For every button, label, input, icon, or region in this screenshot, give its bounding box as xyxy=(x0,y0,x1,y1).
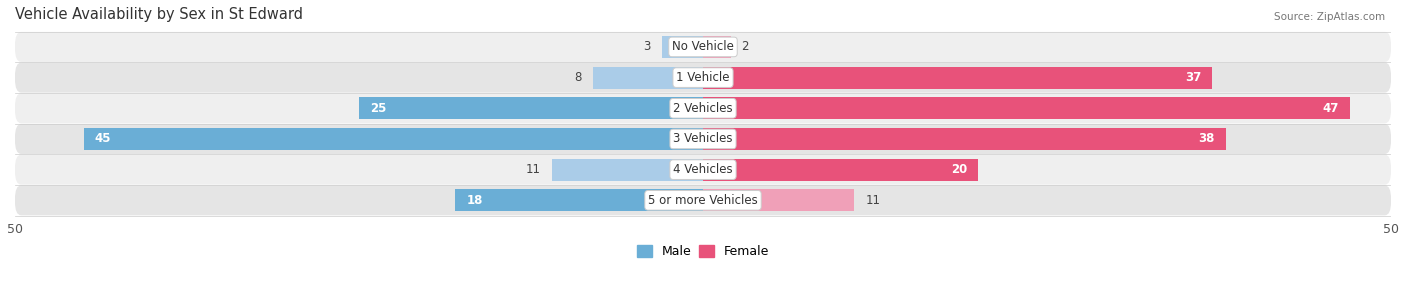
Bar xyxy=(703,189,855,211)
Text: 37: 37 xyxy=(1185,71,1201,84)
Bar xyxy=(551,159,703,181)
Bar xyxy=(359,97,703,119)
Text: Source: ZipAtlas.com: Source: ZipAtlas.com xyxy=(1274,12,1385,22)
FancyBboxPatch shape xyxy=(15,185,1391,215)
FancyBboxPatch shape xyxy=(15,93,1391,123)
Text: 1 Vehicle: 1 Vehicle xyxy=(676,71,730,84)
Text: 45: 45 xyxy=(94,132,111,145)
Legend: Male, Female: Male, Female xyxy=(631,240,775,263)
Text: 18: 18 xyxy=(467,194,482,207)
Bar xyxy=(703,66,1212,89)
Text: 4 Vehicles: 4 Vehicles xyxy=(673,163,733,176)
Text: 3 Vehicles: 3 Vehicles xyxy=(673,132,733,145)
Text: 47: 47 xyxy=(1323,102,1339,115)
Text: 3: 3 xyxy=(644,41,651,53)
Bar xyxy=(703,128,1226,150)
Text: 20: 20 xyxy=(950,163,967,176)
Bar xyxy=(593,66,703,89)
Text: 5 or more Vehicles: 5 or more Vehicles xyxy=(648,194,758,207)
FancyBboxPatch shape xyxy=(15,32,1391,62)
Bar xyxy=(456,189,703,211)
Text: 38: 38 xyxy=(1198,132,1215,145)
Text: 11: 11 xyxy=(865,194,880,207)
Bar xyxy=(703,159,979,181)
Bar xyxy=(662,36,703,58)
FancyBboxPatch shape xyxy=(15,124,1391,154)
FancyBboxPatch shape xyxy=(15,63,1391,93)
Text: 2: 2 xyxy=(741,41,749,53)
Text: 2 Vehicles: 2 Vehicles xyxy=(673,102,733,115)
Bar xyxy=(84,128,703,150)
Text: No Vehicle: No Vehicle xyxy=(672,41,734,53)
FancyBboxPatch shape xyxy=(15,155,1391,185)
Bar xyxy=(703,36,731,58)
Text: 8: 8 xyxy=(575,71,582,84)
Bar xyxy=(703,97,1350,119)
Text: 25: 25 xyxy=(370,102,387,115)
Text: Vehicle Availability by Sex in St Edward: Vehicle Availability by Sex in St Edward xyxy=(15,7,302,22)
Text: 11: 11 xyxy=(526,163,541,176)
